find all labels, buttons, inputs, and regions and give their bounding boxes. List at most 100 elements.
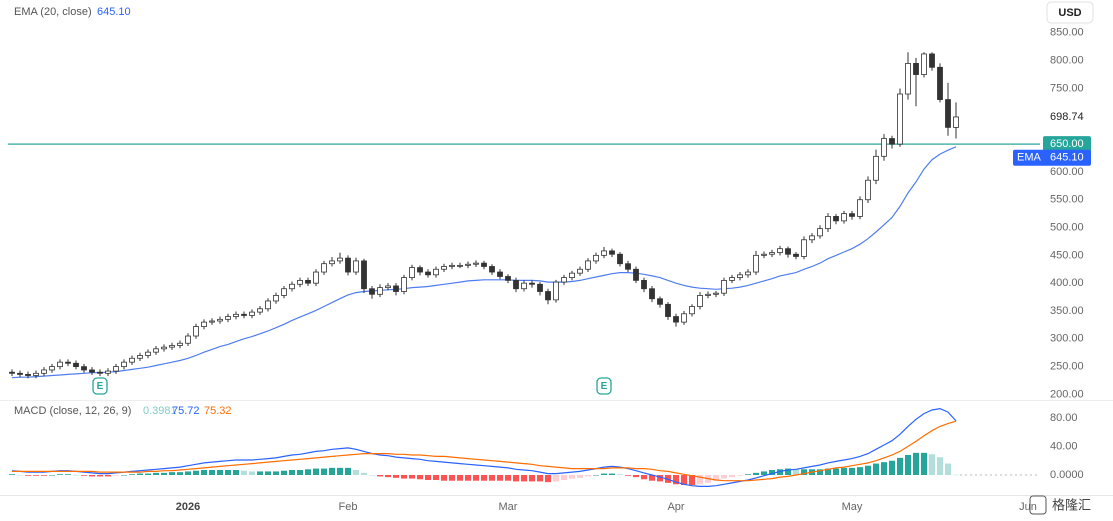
candle-body bbox=[593, 254, 599, 262]
histogram-bar bbox=[401, 475, 407, 479]
candle-body bbox=[737, 274, 743, 279]
histogram-bar bbox=[897, 457, 903, 475]
histogram-bar bbox=[377, 475, 383, 477]
candle-body bbox=[441, 266, 447, 270]
candle-body bbox=[673, 316, 679, 323]
histogram-bar bbox=[329, 467, 335, 475]
currency-box[interactable] bbox=[1046, 1, 1094, 24]
y-tick-label: 500.00 bbox=[1050, 221, 1084, 233]
candle-body bbox=[529, 282, 535, 285]
candle-body bbox=[905, 63, 911, 95]
candle-body bbox=[809, 235, 815, 241]
watermark: 格隆汇 bbox=[1052, 497, 1091, 512]
candle-body bbox=[561, 277, 567, 283]
candle-body bbox=[449, 264, 455, 267]
histogram-bar bbox=[633, 475, 639, 478]
candle-body bbox=[65, 361, 71, 364]
histogram-bar bbox=[225, 470, 231, 475]
candle-body bbox=[257, 308, 263, 313]
candle-body bbox=[337, 257, 343, 262]
candle-body bbox=[489, 266, 495, 273]
histogram-bar bbox=[233, 470, 239, 475]
candle-body bbox=[329, 260, 335, 265]
histogram-bar bbox=[561, 475, 567, 480]
candle-body bbox=[881, 138, 887, 157]
candle-body bbox=[281, 288, 287, 296]
histogram-bar bbox=[25, 475, 31, 476]
candle-body bbox=[289, 283, 295, 290]
candle-body bbox=[321, 263, 327, 273]
candle-body bbox=[705, 293, 711, 296]
last-price-bg bbox=[1043, 108, 1099, 125]
candle-body bbox=[89, 369, 95, 373]
histogram-bar bbox=[217, 470, 223, 475]
candle-body bbox=[601, 250, 607, 256]
candle-body bbox=[425, 271, 431, 276]
histogram-bar bbox=[537, 475, 543, 482]
histogram-bar bbox=[545, 475, 551, 483]
candle-body bbox=[897, 93, 903, 145]
candle-body bbox=[625, 263, 631, 270]
y-tick-label: 200.00 bbox=[1050, 388, 1084, 400]
y-tick-label: 550.00 bbox=[1050, 194, 1084, 206]
histogram-bar bbox=[865, 465, 871, 475]
candle-body bbox=[249, 311, 255, 316]
y-tick-label: 450.00 bbox=[1050, 249, 1084, 261]
histogram-bar bbox=[713, 475, 719, 481]
candle-body bbox=[105, 370, 111, 374]
histogram-bar bbox=[945, 463, 951, 475]
histogram-bar bbox=[465, 475, 471, 481]
histogram-bar bbox=[833, 468, 839, 475]
x-tick-label: 2026 bbox=[176, 501, 200, 513]
earnings-label: E bbox=[97, 381, 104, 392]
histogram-bar bbox=[81, 475, 87, 476]
histogram-bar bbox=[521, 475, 527, 482]
candle-body bbox=[177, 342, 183, 346]
candle-body bbox=[49, 366, 55, 371]
histogram-bar bbox=[769, 470, 775, 475]
y-tick-label: 600.00 bbox=[1050, 166, 1084, 178]
candle-body bbox=[817, 228, 823, 237]
currency[interactable]: USD bbox=[1058, 7, 1081, 19]
candle-body bbox=[41, 369, 47, 374]
histogram-bar bbox=[657, 475, 663, 482]
earnings-marker bbox=[596, 377, 612, 395]
y-tick-label: 300.00 bbox=[1050, 333, 1084, 345]
candle-body bbox=[417, 267, 423, 273]
histogram-bar bbox=[553, 475, 559, 482]
candle-body bbox=[273, 295, 279, 302]
candle-body bbox=[217, 318, 223, 322]
candle-body bbox=[585, 260, 591, 270]
histogram-bar bbox=[673, 475, 679, 485]
candle-body bbox=[953, 116, 959, 128]
candle-body bbox=[537, 283, 543, 292]
histogram-bar bbox=[881, 462, 887, 475]
histogram-bar bbox=[449, 475, 455, 481]
candle-body bbox=[609, 250, 615, 255]
candle-body bbox=[665, 303, 671, 317]
candle-body bbox=[433, 268, 439, 276]
histogram-bar bbox=[417, 475, 423, 480]
macd-legend: MACD (close, 12, 26, 9) bbox=[14, 405, 131, 417]
histogram-bar bbox=[177, 472, 183, 475]
candle-body bbox=[785, 248, 791, 255]
candle-body bbox=[697, 295, 703, 307]
x-tick-label: Apr bbox=[667, 501, 684, 513]
histogram-bar bbox=[257, 471, 263, 475]
histogram-bar bbox=[689, 475, 695, 485]
histogram-bar bbox=[441, 475, 447, 481]
candle-body bbox=[25, 374, 31, 376]
histogram-bar bbox=[265, 471, 271, 475]
y-tick-label: 350.00 bbox=[1050, 305, 1084, 317]
candle-body bbox=[97, 371, 103, 374]
candle-body bbox=[353, 260, 359, 273]
histogram-bar bbox=[873, 463, 879, 475]
histogram-bar bbox=[433, 475, 439, 480]
histogram-bar bbox=[513, 475, 519, 482]
candle-body bbox=[161, 346, 167, 350]
candle-body bbox=[497, 271, 503, 277]
histogram-bar bbox=[697, 475, 703, 485]
histogram-bar bbox=[569, 475, 575, 479]
y-tick-label: 400.00 bbox=[1050, 277, 1084, 289]
